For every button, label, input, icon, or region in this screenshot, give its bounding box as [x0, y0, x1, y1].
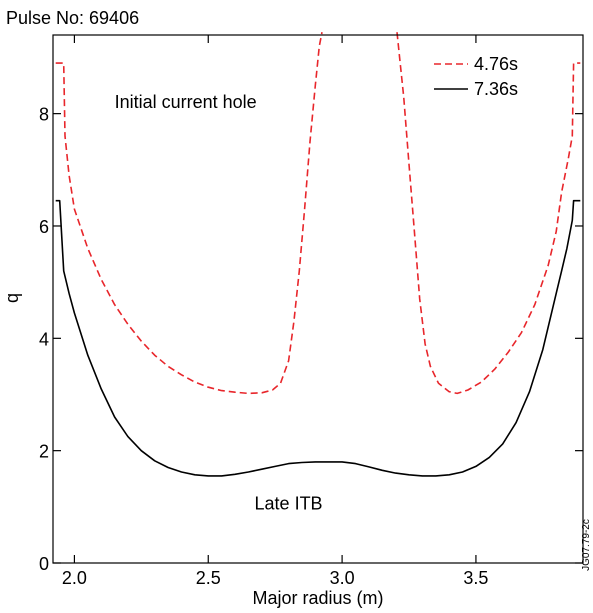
x-tick-label: 2.5 — [196, 568, 221, 588]
x-axis-ticks: 2.0 2.5 3.0 3.5 — [62, 35, 488, 588]
legend: 4.76s 7.36s — [434, 54, 518, 99]
series-layer — [55, 32, 581, 477]
annotation-initial-current-hole: Initial current hole — [115, 92, 257, 112]
x-tick-label: 3.5 — [463, 568, 488, 588]
figure-id-label: JG07.79-2c — [581, 519, 592, 571]
series-0-line-0 — [55, 32, 323, 395]
x-tick-label: 2.0 — [62, 568, 87, 588]
x-tick-label: 3.0 — [330, 568, 355, 588]
y-tick-label: 8 — [39, 105, 49, 125]
y-axis-label: q — [2, 293, 22, 303]
y-tick-label: 6 — [39, 217, 49, 237]
plot-frame — [52, 34, 584, 564]
chart-title: Pulse No: 69406 — [6, 8, 139, 28]
series-1-line-0 — [55, 199, 581, 477]
y-tick-label: 4 — [39, 329, 49, 349]
legend-label-476: 4.76s — [474, 54, 518, 74]
series-0-line-1 — [396, 32, 581, 395]
y-axis-ticks: 0 2 4 6 8 — [39, 105, 583, 574]
legend-label-736: 7.36s — [474, 79, 518, 99]
x-axis-label: Major radius (m) — [252, 588, 383, 608]
y-tick-label: 2 — [39, 442, 49, 462]
y-tick-label: 0 — [39, 554, 49, 574]
annotation-late-itb: Late ITB — [255, 494, 323, 514]
